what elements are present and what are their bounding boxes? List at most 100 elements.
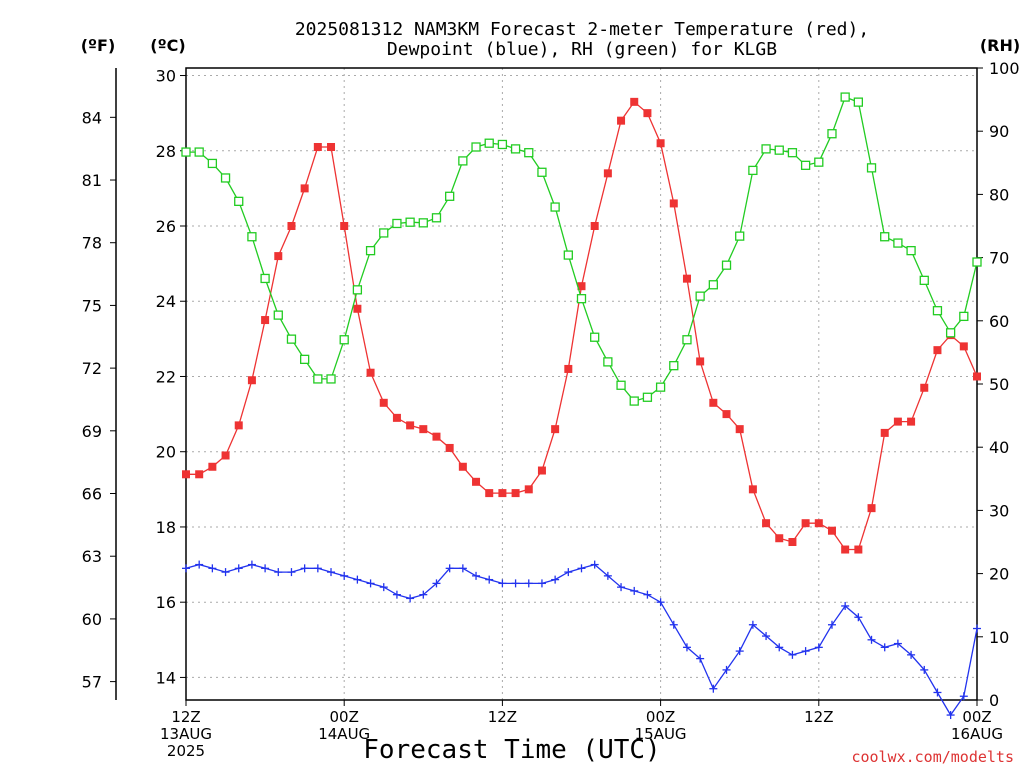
fahrenheit-tick-label: 63 [82, 547, 102, 566]
dewpoint-point [551, 575, 560, 584]
rh-tick-label: 60 [989, 312, 1009, 331]
dewpoint-point [564, 568, 573, 577]
dewpoint-point [762, 632, 771, 641]
temperature-point [472, 477, 481, 486]
rh-point [299, 354, 310, 365]
rh-point [932, 306, 943, 316]
x-tick-label: 12Z [488, 708, 517, 726]
celsius-tick-label: 14 [156, 668, 176, 687]
dewpoint-point [182, 564, 190, 573]
temperature-point [722, 410, 731, 419]
rh-tick-label: 70 [989, 249, 1009, 268]
dewpoint-point [617, 583, 626, 592]
x-tick-label: 00Z [330, 708, 359, 726]
fahrenheit-tick-label: 78 [82, 234, 102, 253]
x-tick-label: 13AUG [160, 725, 212, 743]
celsius-tick-label: 24 [156, 292, 176, 311]
fahrenheit-tick-label: 66 [82, 485, 102, 504]
rh-point [431, 213, 442, 223]
temperature-point [366, 368, 375, 377]
temperature-point [234, 421, 243, 430]
temperature-point [959, 342, 968, 351]
dewpoint-point [893, 639, 902, 648]
rh-point [880, 232, 890, 242]
temperature-point [551, 425, 560, 434]
rh-point [313, 374, 323, 384]
dewpoint-point [366, 579, 375, 588]
dewpoint-point [498, 579, 507, 588]
x-tick-label: 15AUG [635, 725, 687, 743]
rh-point [616, 380, 626, 390]
dewpoint-point [630, 586, 639, 595]
celsius-unit-label: (ºC) [150, 36, 185, 55]
rh-point [352, 285, 363, 295]
dewpoint-point [880, 643, 889, 652]
temperature-point [221, 451, 230, 460]
dewpoint-point [313, 564, 322, 573]
rh-point [207, 158, 218, 169]
temperature-point [392, 413, 401, 422]
dewpoint-point [406, 594, 415, 603]
fahrenheit-tick-label: 69 [82, 422, 102, 441]
credit-text: coolwx.com/modelts [851, 748, 1014, 766]
temperature-point [801, 519, 810, 528]
temperature-point [313, 143, 322, 151]
temperature-point [854, 545, 863, 554]
dewpoint-point [392, 590, 401, 599]
temperature-point [973, 372, 981, 381]
dewpoint-point [669, 620, 678, 629]
temperature-point [617, 116, 626, 125]
temperature-point [327, 143, 336, 151]
temperature-point [432, 432, 441, 441]
temperature-point [287, 222, 296, 230]
rh-point [260, 273, 270, 284]
rh-point [471, 142, 481, 152]
rh-tick-label: 10 [989, 628, 1009, 647]
temperature-point [340, 222, 349, 230]
dewpoint-point [432, 579, 441, 588]
temperature-point [208, 462, 217, 471]
dewpoint-point [327, 568, 336, 577]
dewpoint-point [722, 665, 731, 674]
temperature-point [893, 417, 902, 426]
rh-point [682, 335, 692, 345]
temperature-point [274, 252, 283, 261]
chart-title: 2025081312 NAM3KM Forecast 2-meter Tempe… [295, 19, 869, 60]
dewpoint-point [485, 575, 494, 584]
dewpoint-point [696, 654, 705, 663]
dewpoint-point [234, 564, 243, 573]
rh-point [735, 231, 745, 241]
temperature-point [445, 443, 454, 452]
rh-point [893, 238, 903, 248]
rh-point [392, 218, 402, 229]
dewpoint-point [854, 613, 863, 622]
temperature-point [524, 485, 533, 494]
rh-point [827, 129, 837, 139]
temperature-point [788, 538, 797, 546]
temperature-point [511, 489, 520, 498]
x-tick-label: 00Z [962, 708, 991, 726]
temperature-point [195, 470, 204, 479]
dewpoint-point [537, 579, 546, 588]
dewpoint-point [445, 564, 454, 573]
temperature-point [577, 282, 586, 291]
rh-point [642, 392, 653, 402]
dewpoint-point [379, 583, 388, 592]
temperature-point [300, 184, 309, 193]
rh-point [550, 202, 560, 212]
rh-point [379, 228, 389, 238]
rh-point [695, 291, 705, 301]
rh-point [761, 144, 771, 154]
dewpoint-point [603, 571, 612, 580]
dewpoint-point [261, 564, 270, 573]
dewpoint-point [933, 688, 942, 697]
temperature-point [537, 466, 546, 475]
dewpoint-point [458, 564, 467, 573]
celsius-tick-label: 16 [156, 593, 176, 612]
fahrenheit-tick-label: 60 [82, 610, 102, 629]
dewpoint-line [185, 563, 978, 717]
temperature-point [827, 526, 836, 535]
rh-point [945, 328, 956, 338]
rh-point [576, 294, 587, 304]
